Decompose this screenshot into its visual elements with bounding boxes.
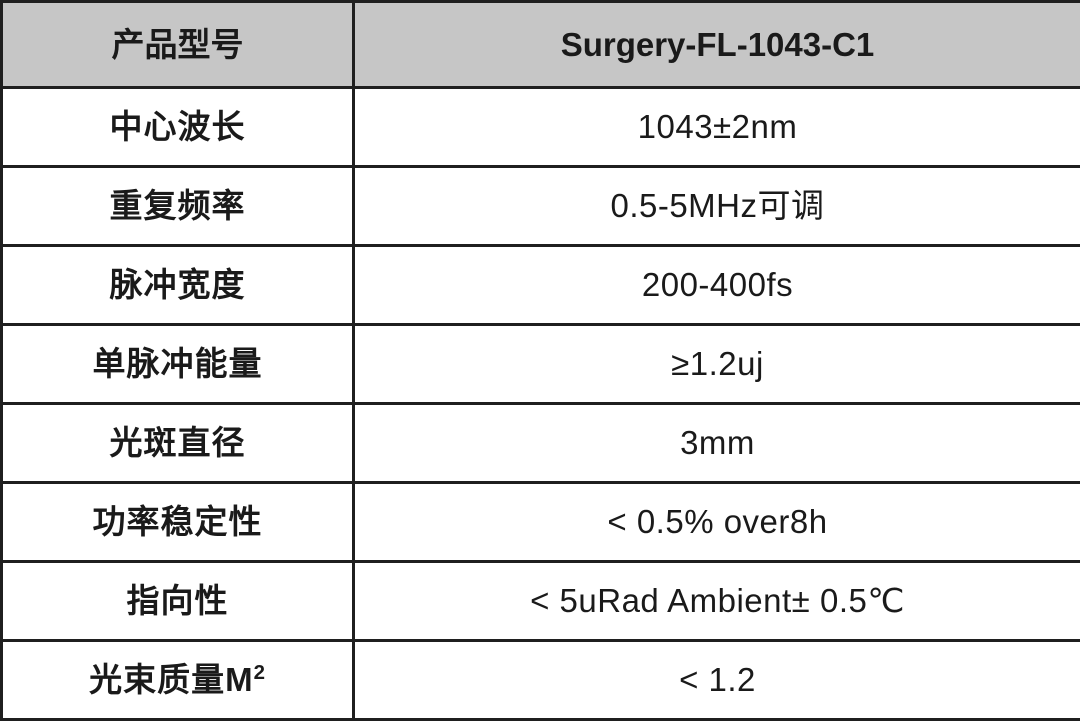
spec-value-pulse-energy: ≥1.2uj — [354, 325, 1080, 404]
table-row: 中心波长 1043±2nm — [2, 88, 1080, 167]
beam-quality-superscript: 2 — [254, 661, 266, 684]
table-row: 脉冲宽度 200-400fs — [2, 246, 1080, 325]
spec-value-beam-quality: < 1.2 — [354, 641, 1080, 720]
spec-label-spot-diameter: 光斑直径 — [2, 404, 354, 483]
spec-value-power-stability: < 0.5% over8h — [354, 483, 1080, 562]
spec-label-pulse-energy: 单脉冲能量 — [2, 325, 354, 404]
table-row: 功率稳定性 < 0.5% over8h — [2, 483, 1080, 562]
spec-value-spot-diameter: 3mm — [354, 404, 1080, 483]
spec-label-pulse-width: 脉冲宽度 — [2, 246, 354, 325]
table-row: 指向性 < 5uRad Ambient± 0.5℃ — [2, 562, 1080, 641]
table-row: 单脉冲能量 ≥1.2uj — [2, 325, 1080, 404]
spec-label-beam-quality: 光束质量M2 — [2, 641, 354, 720]
header-label-cell: 产品型号 — [2, 2, 354, 88]
spec-value-center-wavelength: 1043±2nm — [354, 88, 1080, 167]
spec-value-pulse-width: 200-400fs — [354, 246, 1080, 325]
header-model-cell: Surgery-FL-1043-C1 — [354, 2, 1080, 88]
spec-label-pointing: 指向性 — [2, 562, 354, 641]
spec-label-power-stability: 功率稳定性 — [2, 483, 354, 562]
spec-value-repetition-rate: 0.5-5MHz可调 — [354, 167, 1080, 246]
table-row: 重复频率 0.5-5MHz可调 — [2, 167, 1080, 246]
beam-quality-label-text: 光束质量M — [89, 661, 254, 698]
spec-label-repetition-rate: 重复频率 — [2, 167, 354, 246]
table-row: 光斑直径 3mm — [2, 404, 1080, 483]
table-header-row: 产品型号 Surgery-FL-1043-C1 — [2, 2, 1080, 88]
spec-label-center-wavelength: 中心波长 — [2, 88, 354, 167]
spec-value-pointing: < 5uRad Ambient± 0.5℃ — [354, 562, 1080, 641]
table-row: 光束质量M2 < 1.2 — [2, 641, 1080, 720]
